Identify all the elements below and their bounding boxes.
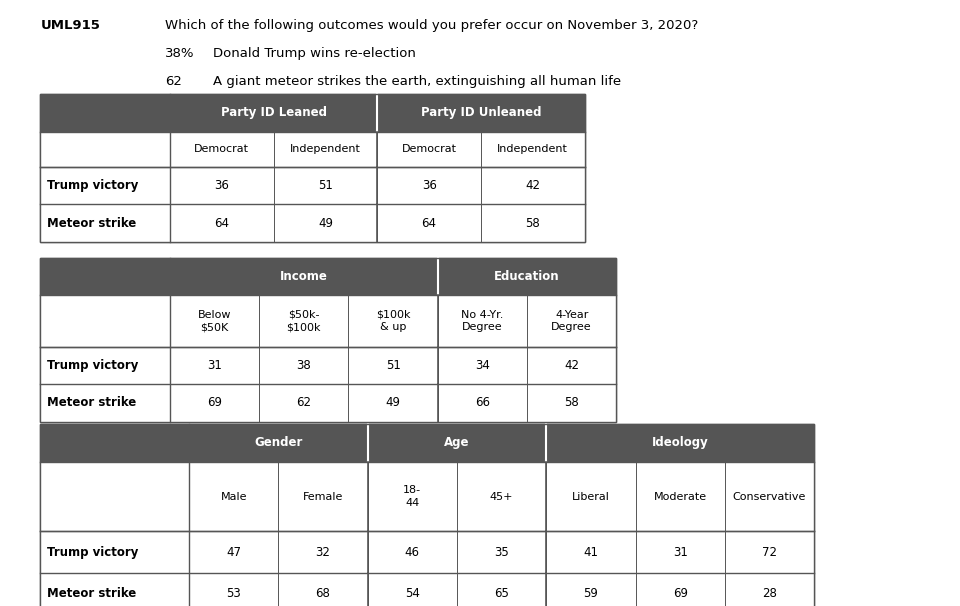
Text: 58: 58 — [525, 216, 540, 230]
Text: 36: 36 — [214, 179, 229, 192]
Bar — [40, 94, 170, 132]
Text: Male: Male — [221, 491, 247, 502]
Text: 41: 41 — [584, 545, 598, 559]
Text: 31: 31 — [673, 545, 687, 559]
Text: UML915: UML915 — [40, 19, 100, 32]
Text: Meteor strike: Meteor strike — [47, 396, 136, 410]
Text: 62: 62 — [297, 396, 311, 410]
Text: 18-
44: 18- 44 — [403, 485, 421, 508]
Bar — [189, 424, 814, 462]
Text: 42: 42 — [564, 359, 579, 372]
Text: 65: 65 — [494, 587, 509, 600]
Text: Ideology: Ideology — [652, 436, 708, 450]
Text: 58: 58 — [564, 396, 579, 410]
Text: 68: 68 — [316, 587, 330, 600]
Bar — [40, 424, 189, 462]
Text: Female: Female — [302, 491, 344, 502]
Text: Party ID Leaned: Party ID Leaned — [221, 106, 326, 119]
Bar — [40, 347, 616, 384]
Text: 42: 42 — [525, 179, 540, 192]
Text: 54: 54 — [405, 587, 420, 600]
Text: 28: 28 — [762, 587, 777, 600]
Text: 51: 51 — [386, 359, 400, 372]
Text: $50k-
$100k: $50k- $100k — [287, 310, 321, 332]
Text: 53: 53 — [227, 587, 241, 600]
Text: Meteor strike: Meteor strike — [47, 587, 136, 600]
Text: 47: 47 — [227, 545, 241, 559]
Text: 59: 59 — [584, 587, 598, 600]
Text: Conservative: Conservative — [732, 491, 806, 502]
Bar — [40, 424, 814, 606]
Bar — [40, 384, 616, 422]
Bar — [40, 94, 585, 242]
Bar — [40, 258, 616, 422]
Bar — [40, 295, 616, 347]
Bar — [40, 167, 585, 204]
Text: 36: 36 — [421, 179, 437, 192]
Text: Income: Income — [280, 270, 327, 283]
Bar — [40, 258, 170, 295]
Text: 34: 34 — [475, 359, 490, 372]
Bar — [40, 258, 616, 422]
Text: Education: Education — [494, 270, 560, 283]
Text: No 4-Yr.
Degree: No 4-Yr. Degree — [461, 310, 504, 332]
Text: Democrat: Democrat — [194, 144, 250, 154]
Text: 51: 51 — [318, 179, 333, 192]
Text: Trump victory: Trump victory — [47, 545, 138, 559]
Text: 38%: 38% — [165, 47, 195, 60]
Bar — [40, 204, 585, 242]
Text: 49: 49 — [386, 396, 400, 410]
Text: Independent: Independent — [290, 144, 361, 154]
Bar — [170, 94, 585, 132]
Text: 64: 64 — [214, 216, 229, 230]
Bar — [40, 132, 585, 167]
Text: 4-Year
Degree: 4-Year Degree — [551, 310, 592, 332]
Text: 46: 46 — [405, 545, 420, 559]
Text: Age: Age — [444, 436, 469, 450]
Bar — [40, 94, 585, 242]
Text: 64: 64 — [421, 216, 437, 230]
Text: Democrat: Democrat — [401, 144, 457, 154]
Text: Trump victory: Trump victory — [47, 179, 138, 192]
Text: $100k
& up: $100k & up — [376, 310, 410, 332]
Text: Independent: Independent — [497, 144, 568, 154]
Text: 45+: 45+ — [490, 491, 514, 502]
Text: 69: 69 — [673, 587, 687, 600]
Bar — [40, 424, 814, 606]
Text: 66: 66 — [475, 396, 490, 410]
Text: 69: 69 — [207, 396, 222, 410]
Text: 31: 31 — [207, 359, 222, 372]
Text: Moderate: Moderate — [654, 491, 707, 502]
Text: 38: 38 — [297, 359, 311, 372]
Text: A giant meteor strikes the earth, extinguishing all human life: A giant meteor strikes the earth, exting… — [213, 75, 621, 88]
Text: Donald Trump wins re-election: Donald Trump wins re-election — [213, 47, 416, 60]
Bar — [40, 531, 814, 573]
Bar — [40, 573, 814, 606]
Text: 72: 72 — [762, 545, 777, 559]
Text: 35: 35 — [494, 545, 509, 559]
Text: Party ID Unleaned: Party ID Unleaned — [420, 106, 541, 119]
Text: Which of the following outcomes would you prefer occur on November 3, 2020?: Which of the following outcomes would yo… — [165, 19, 698, 32]
Text: Meteor strike: Meteor strike — [47, 216, 136, 230]
Bar — [170, 258, 616, 295]
Text: Liberal: Liberal — [572, 491, 610, 502]
Text: Gender: Gender — [254, 436, 302, 450]
Text: 62: 62 — [165, 75, 182, 88]
Text: 49: 49 — [318, 216, 333, 230]
Text: Below
$50K: Below $50K — [198, 310, 231, 332]
Text: Trump victory: Trump victory — [47, 359, 138, 372]
Bar — [40, 462, 814, 531]
Text: 32: 32 — [316, 545, 330, 559]
